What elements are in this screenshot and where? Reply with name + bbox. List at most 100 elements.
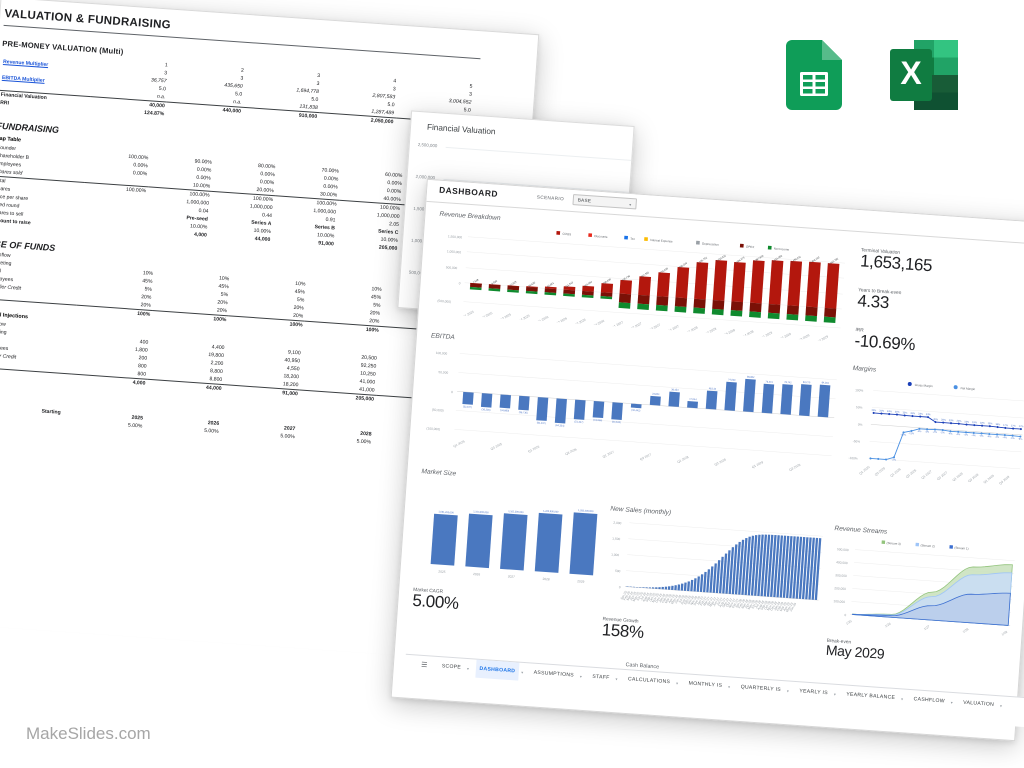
point-value-label: -4% [956,433,961,436]
new-sales-chart[interactable]: 2,000 1,500 1,000 500 0 Jan-25Feb-25Mar-… [603,512,828,631]
tab-yearly-balance[interactable]: YEARLY BALANCE [846,691,896,701]
x-tick-label: Oct-26 [687,595,696,605]
bar-value-label: 1,104,900,000 [473,510,489,514]
point-value-label: 19% [972,421,978,424]
tab-quarterly-is[interactable]: QUARTERLY IS [740,684,782,693]
revenue-streams-chart[interactable]: (Stream 3) (Stream 2) (Stream 1) 500,000… [827,532,1018,653]
x-tick-label: Apr-27 [706,596,715,606]
x-tick-label: Q1 2025 [462,310,475,319]
kpi-terminal-valuation: Terminal Valuation 1,653,165 [859,248,1024,284]
series-area [852,592,1011,626]
tab-calculations[interactable]: CALCULATIONS [627,676,671,686]
legend-label: OPEX [746,245,755,250]
chevron-down-icon[interactable]: ▾ [615,675,618,682]
chevron-down-icon[interactable]: ▾ [786,687,790,694]
microsoft-excel-icon[interactable]: X [890,40,958,110]
chevron-down-icon[interactable]: ▾ [833,691,837,697]
x-tick-label: Mar-25 [626,590,635,601]
x-tick-label: Q2 2028 [704,327,717,336]
dashboard-sheet[interactable]: DASHBOARD SCENARIO BASE ▾ Revenue Breakd… [390,178,1024,742]
kpi-value: 1,653,165 [859,251,933,276]
tab-valuation[interactable]: VALUATION [963,699,995,708]
point-value-label: 17% [1019,425,1024,428]
x-tick-label: Feb-26 [661,593,670,604]
point-value-label: 33% [918,412,924,415]
legend: Gross Margin Net Margin [907,381,976,391]
panel-market-size: Market Size 1,051,200,000 1,104,900,000 1,… [412,468,608,611]
bar-series[interactable]: (32,197) (36,236) (34,880) (36,736) (61,037)… [461,356,831,446]
chevron-down-icon[interactable]: ▾ [521,669,524,675]
svg-text:100,000: 100,000 [436,351,448,356]
ebitda-chart[interactable]: 100,000 50,000 0 (50,000) (100,000) (32,… [422,339,841,485]
kpi-irr: IRR -10.69% [853,328,1024,363]
chevron-down-icon[interactable]: ▾ [950,699,953,705]
market-size-chart[interactable]: 1,051,200,000 1,104,900,000 1,161,500,000 1… [414,475,607,598]
x-tick-label: Jun-29 [789,602,798,613]
bar-series[interactable]: 7,568 9,560 13,525 29,636 60,661 111,543 169,9… [469,232,840,324]
x-tick-label: Sep-27 [721,597,730,608]
point-value-label: -11% [908,432,914,435]
svg-text:300,000: 300,000 [835,573,847,578]
bar-value-label: 996,249 [679,262,689,270]
x-tick-label: 1/28 [962,627,970,634]
x-tick-label: Nov-27 [728,598,737,609]
revenue-breakdown-chart[interactable]: COGS Discounts Tax Interest Expense Depr… [433,218,851,343]
gridlines [454,353,837,456]
point-value-label: 17% [1011,424,1017,427]
chevron-down-icon[interactable]: ▾ [579,673,583,679]
tab-staff[interactable]: STAFF [592,673,610,681]
point-value-label: 33% [926,413,932,416]
tab-yearly-is[interactable]: YEARLY IS [799,688,829,697]
x-tick-label: Q3 2029 [998,475,1010,486]
tab-assumptions[interactable]: ASSUMPTIONS [533,669,575,679]
bar-value-label: 607,356 [640,271,650,279]
chevron-down-icon[interactable]: ▾ [676,680,679,686]
x-tick-label: Oct-25 [648,592,657,602]
x-axis-labels: 2025 2026 2027 2028 2029 [438,570,584,584]
area-series[interactable] [852,554,1013,626]
bar-series[interactable]: 1,051,200,000 1,104,900,000 1,161,500,000 1… [430,499,598,576]
point-value-label: 34% [895,410,901,413]
svg-text:X: X [900,55,922,91]
point-value-label: 20% [949,419,955,422]
bar-value-label: 38,453 [671,388,679,392]
x-tick-label: Q2 2027 [630,321,643,330]
x-tick-label: 1/27 [923,624,931,631]
x-tick-label: Jun-25 [635,591,644,602]
tab-monthly-is[interactable]: MONTHLY IS [688,680,723,689]
tab-cashflow[interactable]: CASHFLOW [913,696,946,705]
chevron-down-icon[interactable]: ▾ [999,702,1003,708]
x-tick-label: Apr-25 [629,591,638,601]
chevron-down-icon[interactable]: ▾ [466,665,470,671]
panel-revenue-breakdown: Revenue Breakdown COGS Discounts Tax Int… [432,210,851,350]
scenario-dropdown[interactable]: BASE ▾ [572,193,638,209]
bar-value-label: 9,560 [491,279,498,285]
x-tick-label: Nov-25 [651,592,660,603]
bar-series[interactable] [626,525,822,601]
x-tick-label: Q1 2025 [453,439,466,448]
google-sheets-icon[interactable] [786,40,842,110]
x-tick-label: Jun-28 [750,599,759,610]
panel-margins: Margins Gross Margin Net Margin 100% 50%… [844,364,1024,499]
margins-chart[interactable]: Gross Margin Net Margin 100% 50% 0% -50%… [845,372,1024,494]
app-icons: X [786,40,986,110]
point-value-label: -3% [917,430,922,433]
all-sheets-icon[interactable]: ☰ [420,661,428,670]
bar-value-label: 1,310,531 [716,254,728,263]
point-value-label: -4% [948,432,953,435]
tab-dashboard[interactable]: DASHBOARD [474,659,520,681]
svg-text:1,000,000: 1,000,000 [447,249,462,254]
x-axis-labels: Jan-25Feb-25Mar-25Apr-25May-25Jun-25Jul-… [619,590,798,613]
bar-value-label: 74,920 [728,378,736,382]
legend-label: Interest Expense [650,238,673,244]
x-tick-label: May-28 [747,599,756,610]
chevron-down-icon[interactable]: ▾ [901,695,904,702]
svg-text:1,500: 1,500 [612,537,620,542]
bar-value-label: (36,736) [519,411,528,415]
line-series[interactable]: 34% 34% 34% 34% 33% 33% 33% 33%20% 20% 20% 20% 19% 1… [868,409,1024,471]
x-tick-label: Apr-28 [744,599,753,609]
tab-scope[interactable]: SCOPE [441,663,462,671]
chevron-down-icon[interactable]: ▾ [728,683,731,689]
svg-text:0: 0 [459,281,461,285]
svg-text:50%: 50% [856,405,863,409]
